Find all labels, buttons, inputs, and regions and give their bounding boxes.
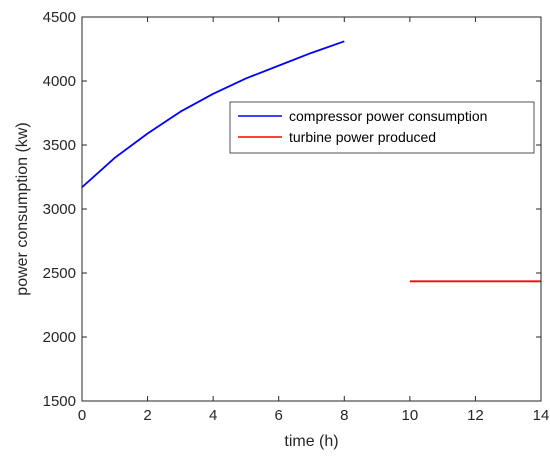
x-tick-label-14: 14	[533, 407, 550, 424]
x-tick-label-0: 0	[78, 407, 86, 424]
y-tick-label-2500: 2500	[43, 265, 76, 282]
x-tick-label-4: 4	[209, 407, 217, 424]
y-tick-label-4000: 4000	[43, 73, 76, 90]
legend-box	[229, 101, 535, 154]
x-tick-label-8: 8	[340, 407, 348, 424]
ticks-layer: 0 2 4 6 8 10 12 14 1500 2000 2500 3000 3500 4000 4500	[43, 9, 550, 424]
y-tick-label-3000: 3000	[43, 201, 76, 218]
y-tick-label-4500: 4500	[43, 9, 76, 26]
x-tick-label-2: 2	[143, 407, 151, 424]
y-tick-label-2000: 2000	[43, 329, 76, 346]
x-tick-label-6: 6	[275, 407, 283, 424]
y-tick-label-1500: 1500	[43, 393, 76, 410]
plot-area-frame	[81, 16, 542, 402]
legend-label-turbine: turbine power produced	[289, 129, 436, 145]
x-axis-label: time (h)	[284, 433, 338, 450]
x-tick-label-12: 12	[467, 407, 484, 424]
x-tick-label-10: 10	[402, 407, 419, 424]
series-layer	[81, 40, 541, 283]
legend: compressor power consumption turbine pow…	[229, 101, 535, 154]
y-axis-label: power consumption (kw)	[14, 122, 31, 295]
y-tick-label-3500: 3500	[43, 137, 76, 154]
legend-label-compressor: compressor power consumption	[289, 108, 487, 124]
series-line-compressor	[81, 40, 345, 188]
